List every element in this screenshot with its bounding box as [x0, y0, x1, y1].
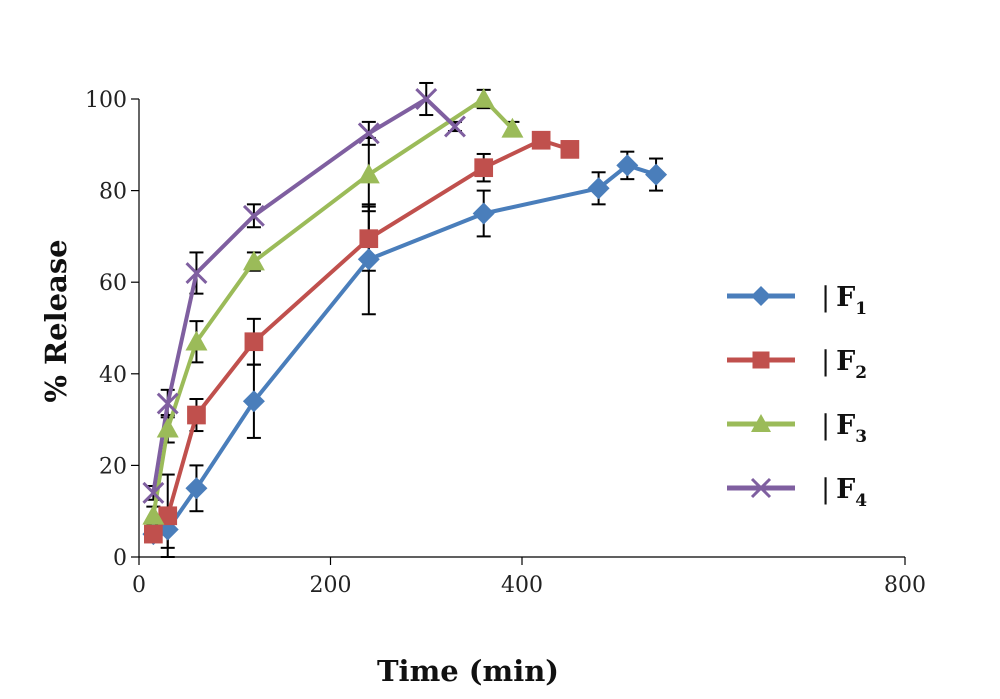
y-tick-label: 60 [99, 271, 127, 296]
x-axis-title: Time (min) [377, 654, 559, 688]
legend-subscript: 3 [855, 427, 867, 447]
triangle-marker [142, 504, 165, 525]
diamond-marker [185, 477, 208, 500]
series-markers [142, 88, 668, 546]
legend-main: F [836, 346, 855, 377]
legend-label: | F3 [821, 410, 867, 447]
x-marker [142, 481, 165, 504]
diamond-marker [587, 177, 610, 200]
legend-item: | F4 [727, 474, 867, 511]
triangle-marker [156, 417, 179, 438]
square-marker [531, 130, 551, 150]
x-marker-stroke [185, 262, 208, 285]
x-marker-stroke [142, 481, 165, 504]
legend-bar: | [821, 282, 830, 313]
square-marker [474, 158, 494, 178]
legend-item: | F3 [727, 410, 867, 447]
legend-bar: | [821, 410, 830, 441]
diamond-marker [472, 202, 495, 225]
square-marker [560, 140, 580, 159]
y-axis-ticks: 0 20 40 60 80 100 [85, 88, 139, 571]
legend-main: F [836, 410, 855, 441]
y-axis-title: % Release [39, 239, 73, 402]
series-line-F1 [152, 163, 657, 537]
x-marker [242, 204, 265, 227]
diamond-marker [616, 154, 639, 177]
triangle-marker [185, 330, 208, 351]
legend-label: | F4 [821, 474, 867, 511]
square-marker [144, 524, 163, 544]
legend-label: | F1 [821, 282, 867, 319]
triangle-marker [357, 163, 380, 184]
triangle-marker [751, 414, 771, 432]
legend-bar: | [821, 474, 830, 505]
diamond-marker [645, 163, 668, 186]
y-tick-label: 20 [99, 454, 127, 479]
x-marker-stroke [750, 477, 772, 499]
legend-subscript: 2 [855, 363, 867, 383]
square-marker [244, 332, 264, 352]
y-tick-label: 80 [99, 180, 127, 205]
legend-subscript: 1 [855, 299, 867, 319]
x-marker [185, 262, 208, 285]
legend: | F1| F2| F3| F4 [727, 282, 867, 511]
x-tick-label: 800 [884, 573, 926, 598]
diamond-marker [751, 286, 771, 306]
error-bars [146, 81, 664, 558]
x-axis-ticks: 0 200 400 800 [132, 557, 926, 598]
diamond-marker [242, 390, 265, 413]
x-marker-stroke [156, 392, 179, 415]
legend-bar: | [821, 346, 830, 377]
x-marker [444, 115, 466, 138]
legend-main: F [836, 282, 855, 313]
y-tick-label: 100 [85, 88, 127, 113]
triangle-marker [242, 250, 265, 271]
x-marker-stroke [357, 122, 380, 145]
x-tick-label: 200 [310, 573, 352, 598]
x-marker-stroke [415, 88, 438, 110]
x-marker [750, 477, 772, 499]
x-marker-stroke [444, 115, 466, 138]
triangle-marker [501, 117, 524, 138]
series-line-F2 [151, 138, 571, 536]
x-tick-label: 400 [501, 573, 543, 598]
square-marker [359, 229, 379, 249]
diamond-marker [357, 248, 380, 271]
legend-item: | F2 [727, 346, 867, 383]
square-marker [187, 405, 206, 425]
x-marker [357, 122, 380, 145]
legend-subscript: 4 [855, 491, 867, 511]
square-marker [158, 506, 178, 526]
x-marker-stroke [242, 204, 265, 227]
y-tick-label: 40 [99, 363, 127, 388]
square-marker [752, 351, 770, 369]
x-marker [156, 392, 179, 415]
legend-main: F [836, 474, 855, 505]
x-marker [415, 88, 438, 110]
legend-label: | F2 [821, 346, 867, 383]
triangle-marker [472, 88, 495, 108]
legend-item: | F1 [727, 282, 867, 319]
series-lines [151, 97, 657, 537]
x-tick-label: 0 [132, 573, 146, 598]
y-tick-label: 0 [113, 546, 127, 571]
